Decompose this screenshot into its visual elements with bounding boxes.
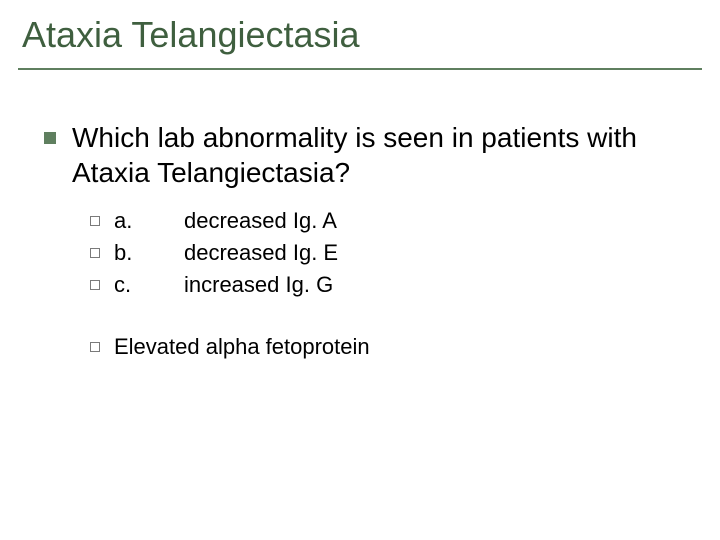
option-letter: c. xyxy=(114,272,184,298)
body-area: Which lab abnormality is seen in patient… xyxy=(44,120,680,360)
square-bullet-icon xyxy=(44,132,56,144)
answer-block: Elevated alpha fetoprotein xyxy=(90,334,680,360)
hollow-square-icon xyxy=(90,280,100,290)
title-underline xyxy=(18,68,702,70)
list-item: Elevated alpha fetoprotein xyxy=(90,334,680,360)
question-text: Which lab abnormality is seen in patient… xyxy=(72,120,680,190)
list-item: a. decreased Ig. A xyxy=(90,208,680,234)
hollow-square-icon xyxy=(90,248,100,258)
question-row: Which lab abnormality is seen in patient… xyxy=(44,120,680,190)
title-area: Ataxia Telangiectasia xyxy=(18,8,702,70)
options-list: a. decreased Ig. A b. decreased Ig. E c.… xyxy=(90,208,680,298)
option-letter: b. xyxy=(114,240,184,266)
slide-title: Ataxia Telangiectasia xyxy=(18,8,702,66)
option-text: decreased Ig. E xyxy=(184,240,338,266)
list-item: c. increased Ig. G xyxy=(90,272,680,298)
hollow-square-icon xyxy=(90,216,100,226)
option-letter: a. xyxy=(114,208,184,234)
option-text: decreased Ig. A xyxy=(184,208,337,234)
list-item: b. decreased Ig. E xyxy=(90,240,680,266)
answer-text: Elevated alpha fetoprotein xyxy=(114,334,370,360)
hollow-square-icon xyxy=(90,342,100,352)
slide: Ataxia Telangiectasia Which lab abnormal… xyxy=(0,0,720,540)
option-text: increased Ig. G xyxy=(184,272,333,298)
